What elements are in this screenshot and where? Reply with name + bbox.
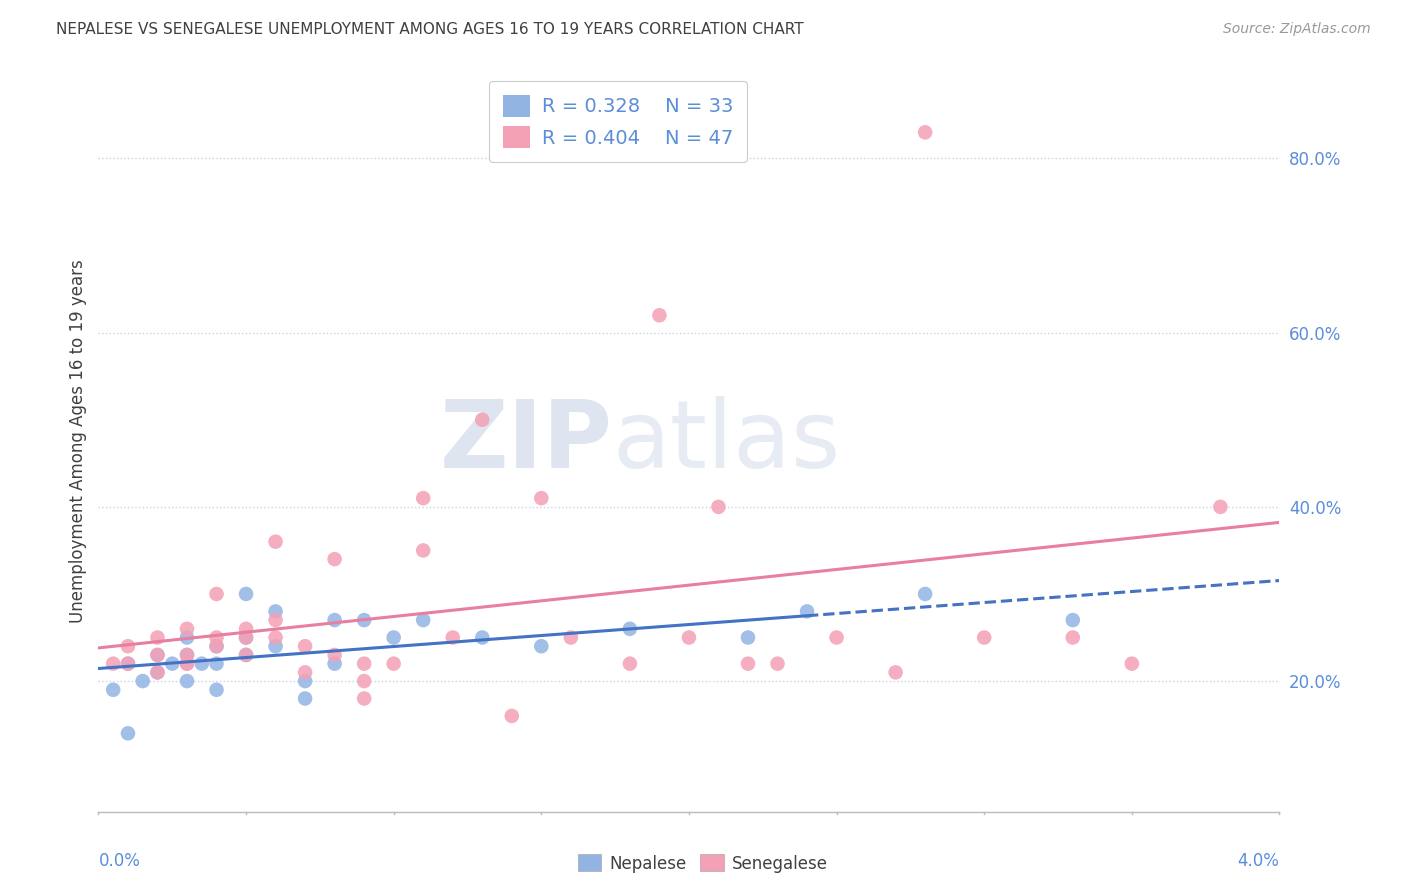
Point (412, 613, 434, 627)
Point (323, 657, 346, 671)
Point (294, 639, 316, 653)
Point (117, 639, 139, 653)
Point (914, 587, 936, 601)
Point (441, 631, 464, 645)
Point (264, 534, 287, 549)
Point (382, 631, 405, 645)
Point (294, 674, 316, 689)
Point (117, 726, 139, 740)
Point (323, 552, 346, 566)
Point (825, 631, 848, 645)
Point (678, 631, 700, 645)
Point (323, 613, 346, 627)
Point (353, 657, 375, 671)
Point (205, 631, 228, 645)
Legend: R = 0.328    N = 33, R = 0.404    N = 47: R = 0.328 N = 33, R = 0.404 N = 47 (489, 81, 747, 162)
Point (205, 639, 228, 653)
Point (914, 125, 936, 139)
Point (501, 709, 523, 723)
Point (530, 491, 553, 505)
Point (176, 657, 198, 671)
Point (117, 657, 139, 671)
Point (146, 665, 169, 680)
Point (146, 631, 169, 645)
Point (235, 648, 257, 662)
Point (294, 691, 316, 706)
Point (235, 631, 257, 645)
Point (353, 613, 375, 627)
Point (103, 657, 125, 671)
Point (205, 682, 228, 697)
Point (884, 665, 907, 680)
Point (766, 657, 789, 671)
Point (412, 491, 434, 505)
Point (796, 604, 818, 618)
Point (294, 665, 316, 680)
Point (323, 648, 346, 662)
Point (235, 622, 257, 636)
Point (1209, 500, 1232, 514)
Point (162, 657, 183, 671)
Point (530, 639, 553, 653)
Point (205, 587, 228, 601)
Point (471, 631, 494, 645)
Point (235, 648, 257, 662)
Text: Source: ZipAtlas.com: Source: ZipAtlas.com (1223, 22, 1371, 37)
Text: 0.0%: 0.0% (98, 852, 141, 870)
Point (132, 674, 155, 689)
Text: 4.0%: 4.0% (1237, 852, 1279, 870)
Point (176, 657, 198, 671)
Point (264, 613, 287, 627)
Legend: Nepalese, Senegalese: Nepalese, Senegalese (571, 847, 835, 880)
Point (560, 631, 582, 645)
Point (176, 648, 198, 662)
Point (1121, 657, 1143, 671)
Point (973, 631, 995, 645)
Point (205, 639, 228, 653)
Point (176, 631, 198, 645)
Point (353, 674, 375, 689)
Point (117, 657, 139, 671)
Point (176, 674, 198, 689)
Text: NEPALESE VS SENEGALESE UNEMPLOYMENT AMONG AGES 16 TO 19 YEARS CORRELATION CHART: NEPALESE VS SENEGALESE UNEMPLOYMENT AMON… (56, 22, 804, 37)
Point (176, 622, 198, 636)
Point (235, 587, 257, 601)
Point (412, 543, 434, 558)
Point (205, 657, 228, 671)
Point (235, 631, 257, 645)
Point (176, 648, 198, 662)
Point (146, 648, 169, 662)
Point (1062, 631, 1084, 645)
Point (103, 682, 125, 697)
Text: atlas: atlas (612, 395, 841, 488)
Point (619, 657, 641, 671)
Point (648, 308, 671, 322)
Point (264, 639, 287, 653)
Point (707, 500, 730, 514)
Point (353, 691, 375, 706)
Point (619, 622, 641, 636)
Text: ZIP: ZIP (439, 395, 612, 488)
Point (264, 631, 287, 645)
Y-axis label: Unemployment Among Ages 16 to 19 years: Unemployment Among Ages 16 to 19 years (69, 260, 87, 624)
Point (382, 657, 405, 671)
Point (191, 657, 214, 671)
Point (264, 604, 287, 618)
Point (1062, 613, 1084, 627)
Point (737, 631, 759, 645)
Point (737, 657, 759, 671)
Point (146, 665, 169, 680)
Point (146, 648, 169, 662)
Point (471, 413, 494, 427)
